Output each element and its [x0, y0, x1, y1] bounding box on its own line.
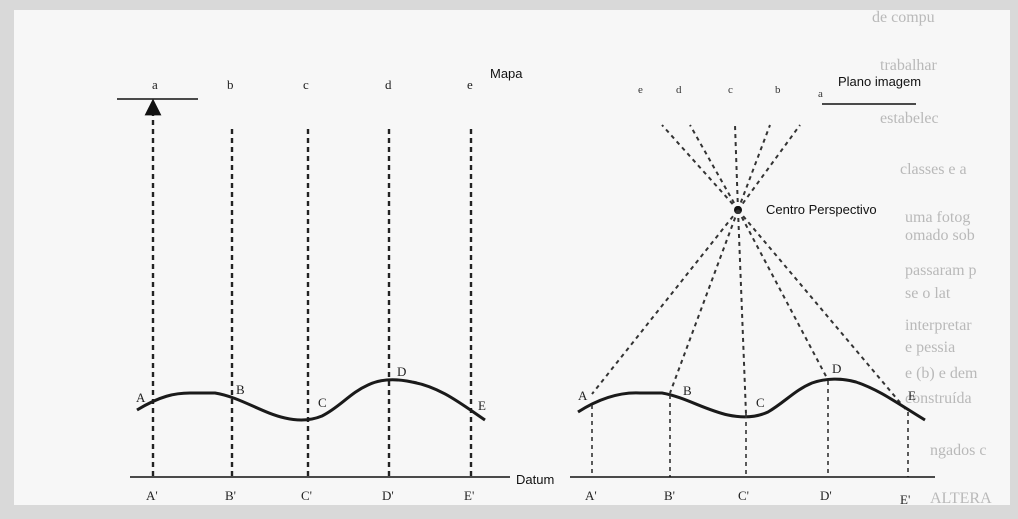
terrain-point-label: D	[832, 361, 841, 376]
map-point-label: d	[385, 77, 392, 92]
ground-ray-e	[737, 209, 909, 413]
image-point-label: a	[818, 88, 823, 100]
image-ray-d	[689, 124, 739, 211]
image-point-label: d	[676, 84, 682, 96]
datum-point-label: A'	[585, 488, 597, 503]
terrain-point-label: E	[908, 388, 916, 403]
diagram-page	[14, 10, 1010, 505]
datum-point-label: C'	[301, 488, 312, 503]
image-plane-label: Plano imagem	[838, 74, 921, 89]
map-point-label: e	[467, 77, 473, 92]
image-point-label: e	[638, 84, 643, 96]
datum-point-label: D'	[820, 488, 832, 503]
datum-point-label: A'	[146, 488, 158, 503]
terrain-point-label: E	[478, 398, 486, 413]
orthographic-projection: Mapa a b c d e A B C D E A' B' C' D' E'	[117, 66, 523, 503]
map-point-label: a	[152, 77, 158, 92]
terrain-point-label: C	[756, 395, 765, 410]
perspective-centre-label: Centro Perspectivo	[766, 202, 877, 217]
ground-ray-d	[737, 209, 829, 381]
perspective-projection: Plano imagem e d c b a Centro Perspectiv…	[570, 74, 935, 507]
terrain-point-label: A	[136, 390, 146, 405]
ground-ray-a	[591, 209, 739, 395]
image-ray-e	[661, 124, 739, 211]
datum-point-label: B'	[664, 488, 675, 503]
datum-label: Datum	[516, 472, 554, 487]
image-point-label: b	[775, 84, 781, 96]
image-ray-b	[737, 124, 771, 211]
terrain-point-label: B	[236, 382, 245, 397]
datum-point-label: D'	[382, 488, 394, 503]
image-point-label: c	[728, 84, 733, 96]
ground-ray-b	[669, 209, 739, 394]
map-plane-label: Mapa	[490, 66, 523, 81]
image-ray-c	[734, 124, 739, 211]
map-point-label: b	[227, 77, 234, 92]
terrain-profile-left	[136, 378, 486, 422]
terrain-point-label: C	[318, 395, 327, 410]
terrain-profile-right	[577, 377, 926, 422]
image-ray-a	[737, 124, 801, 211]
ground-ray-c	[737, 209, 747, 415]
map-point-label: c	[303, 77, 309, 92]
datum-point-label: E'	[900, 492, 910, 507]
terrain-point-label: D	[397, 364, 406, 379]
datum-point-label: B'	[225, 488, 236, 503]
datum-point-label: C'	[738, 488, 749, 503]
datum-point-label: E'	[464, 488, 474, 503]
terrain-point-label: B	[683, 383, 692, 398]
terrain-point-label: A	[578, 388, 588, 403]
